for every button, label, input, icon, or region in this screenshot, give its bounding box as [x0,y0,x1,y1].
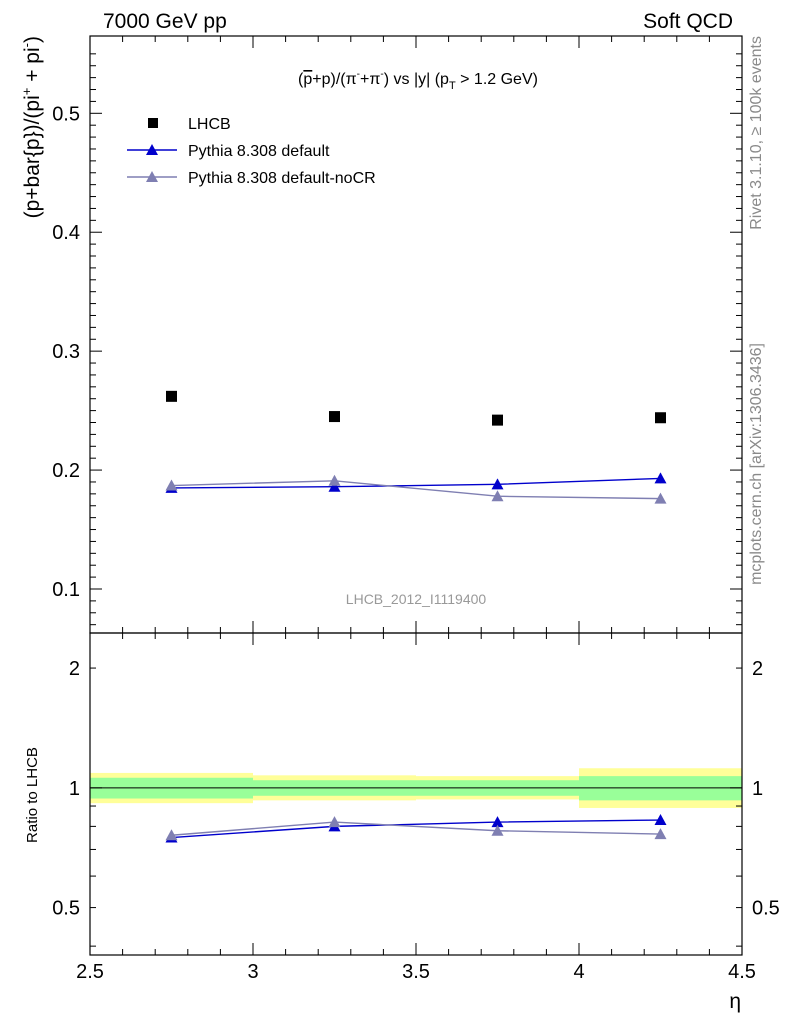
main-series-line-nocr [171,480,661,500]
legend-label-nocr: Pythia 8.308 default-noCR [188,170,376,187]
main-point-lhcb [655,412,666,424]
ratio-series-line-nocr [171,821,661,836]
mcplots-label: mcplots.cern.ch [arXiv:1306.3436] [748,343,765,585]
legend-marker-default [146,144,158,155]
rivet-label: Rivet 3.1.10, ≥ 100k events [748,36,765,230]
legend: LHCB Pythia 8.308 default Pythia 8.308 d… [127,116,376,187]
x-tick-label: 4 [573,961,584,983]
analysis-watermark: LHCB_2012_I1119400 [346,591,487,607]
main-point-default [654,472,667,484]
main-point-default [328,480,341,492]
main-point-nocr [165,479,178,491]
main-point-nocr [491,490,504,502]
header-right: Soft QCD [643,10,733,33]
x-tick-label: 2.5 [76,961,104,983]
ratio-point-nocr [491,824,504,836]
plot-layer: 2.5 3 3.5 4 4.5 0.1 0.2 0.3 0.4 0.5 0.5 0.5 1 1 2 2 [52,35,780,983]
ratio-y-tick-label-right: 2 [752,658,763,680]
ratio-point-nocr [654,828,667,840]
ratio-y-tick-label-left: 2 [69,658,80,680]
main-point-default [491,478,504,490]
legend-label-lhcb: LHCB [188,116,231,133]
main-point-lhcb [166,390,177,402]
main-series-line-default [171,477,661,489]
x-tick-label: 4.5 [728,961,756,983]
main-y-tick-label: 0.4 [52,222,80,244]
ratio-point-default [654,814,667,826]
ratio-y-tick-label-left: 0.5 [52,898,80,920]
ratio-point-default [491,816,504,828]
legend-label-default: Pythia 8.308 default [188,143,330,160]
main-y-tick-label: 0.2 [52,460,80,482]
legend-marker-nocr [146,171,158,182]
ratio-y-tick-label-right: 1 [752,778,763,800]
ratio-point-nocr [328,816,341,828]
main-y-tick-label: 0.5 [52,103,80,125]
main-title: (p+p)/(π-+π-) vs |y| (pT > 1.2 GeV) [298,69,538,92]
main-point-lhcb [329,411,340,423]
ratio-series-line-default [171,819,661,839]
main-point-nocr [328,474,341,486]
ratio-point-nocr [165,829,178,841]
main-point-lhcb [492,414,503,426]
main-point-nocr [654,492,667,504]
x-tick-label: 3 [247,961,258,983]
pbar-letter: p [303,71,312,88]
header-left: 7000 GeV pp [103,10,227,33]
main-y-tick-label: 0.3 [52,341,80,363]
main-y-tick-label: 0.1 [52,579,80,601]
legend-marker-lhcb [148,118,158,128]
main-ylabel: (p+bar{p})/(pi+ + pi-) [19,36,44,218]
ratio-y-tick-label-right: 0.5 [752,898,780,920]
x-axis-label: η [729,990,741,1013]
ratio-y-tick-label-left: 1 [69,778,80,800]
ratio-ylabel: Ratio to LHCB [24,747,41,843]
x-tick-label: 3.5 [402,961,430,983]
